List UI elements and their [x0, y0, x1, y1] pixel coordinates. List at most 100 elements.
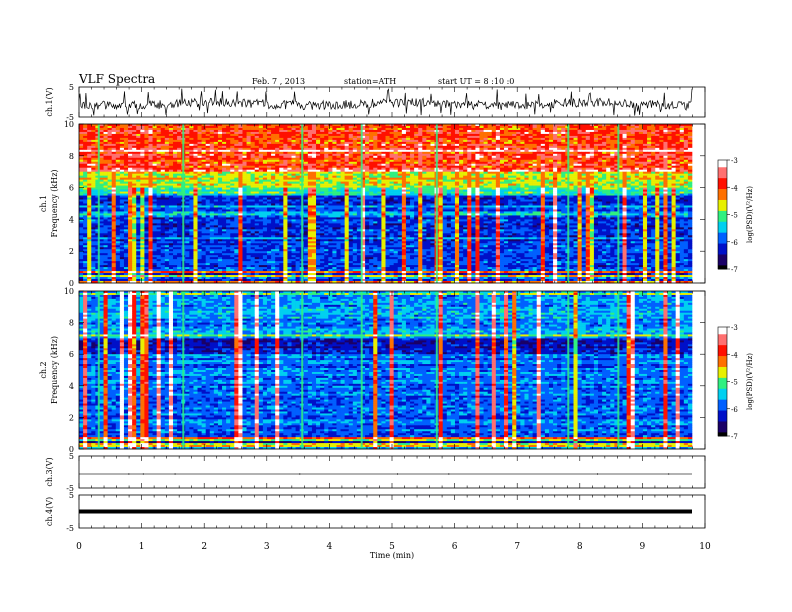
- spectrogram-cell: [369, 183, 374, 186]
- spectrogram-cell: [602, 133, 607, 137]
- spectrogram-cell: [303, 143, 309, 147]
- spectrogram-cell: [172, 189, 178, 192]
- spectrogram-cell: [618, 157, 623, 161]
- spectrogram-cell: [471, 169, 476, 172]
- spectrogram-cell: [283, 179, 288, 182]
- spectrogram-cell: [414, 181, 419, 184]
- spectrogram-cell: [79, 163, 84, 167]
- spectrogram-cell: [99, 185, 104, 188]
- spectrogram-cell: [475, 165, 480, 169]
- spectrogram-cell: [687, 131, 693, 135]
- spectrogram-cell: [651, 139, 656, 143]
- spectrogram-cell: [450, 145, 456, 149]
- spectrogram-cell: [397, 183, 403, 186]
- spectrogram-cell: [217, 127, 223, 131]
- spectrogram-cell: [246, 179, 251, 182]
- spectrogram-cell: [536, 129, 542, 133]
- spectrogram-cell: [442, 145, 448, 149]
- spectrogram-cell: [99, 163, 104, 167]
- spectrogram-cell: [336, 169, 341, 172]
- spectrogram-cell: [422, 159, 427, 163]
- spectrogram-cell: [83, 159, 88, 163]
- spectrogram-cell: [381, 131, 386, 135]
- spectrogram-cell: [569, 159, 574, 163]
- spectrogram-cell: [279, 181, 284, 184]
- spectrogram-cell: [418, 165, 423, 169]
- spectrogram-cell: [438, 161, 444, 165]
- spectrogram-cell: [242, 133, 247, 137]
- spectrogram-cell: [430, 183, 435, 186]
- spectrogram-cell: [115, 153, 121, 157]
- spectrogram-cell: [87, 187, 92, 190]
- spectrogram-cell: [471, 173, 476, 176]
- spectrogram-cell: [103, 153, 108, 157]
- spectrogram-cell: [115, 139, 121, 143]
- spectrogram-cell: [642, 157, 648, 161]
- spectrogram-cell: [557, 187, 562, 190]
- spectrogram-cell: [528, 155, 533, 159]
- spectrogram-cell: [483, 131, 488, 135]
- spectrogram-cell: [512, 135, 517, 139]
- spectrogram-cell: [123, 129, 129, 133]
- spectrogram-cell: [111, 135, 117, 139]
- spectrogram-cell: [577, 161, 582, 165]
- spectrogram-cell: [606, 159, 611, 163]
- spectrogram-cell: [87, 171, 92, 174]
- spectrogram-cell: [197, 131, 202, 135]
- spectrogram-cell: [311, 145, 317, 149]
- spectrogram-cell: [512, 153, 517, 157]
- spectrogram-cell: [459, 149, 464, 153]
- spectrogram-cell: [266, 179, 272, 182]
- spectrogram-cell: [123, 127, 129, 131]
- spectrogram-cell: [271, 167, 276, 171]
- spectrogram-cell: [320, 179, 325, 182]
- spectrogram-cell: [172, 179, 178, 182]
- spectrogram-cell: [189, 141, 194, 145]
- spectrogram-cell: [87, 135, 92, 139]
- spectrogram-cell: [189, 157, 194, 161]
- spectrogram-cell: [303, 125, 309, 129]
- spectrogram-cell: [638, 151, 644, 155]
- spectrogram-cell: [459, 167, 464, 171]
- spectrogram-cell: [532, 139, 538, 143]
- spectrogram-cell: [418, 173, 423, 176]
- spectrogram-cell: [123, 185, 129, 188]
- spectrogram-cell: [217, 167, 223, 171]
- spectrogram-cell: [561, 145, 566, 149]
- spectrogram-cell: [320, 125, 325, 129]
- spectrogram-cell: [132, 139, 137, 143]
- spectrogram-cell: [618, 133, 623, 137]
- spectrogram-cell: [340, 149, 345, 153]
- spectrogram-cell: [258, 125, 264, 129]
- spectrogram-cell: [234, 173, 239, 176]
- spectrogram-cell: [516, 147, 521, 151]
- spectrogram-cell: [638, 187, 644, 190]
- spectrogram-cell: [520, 171, 525, 174]
- spectrogram-cell: [663, 124, 668, 127]
- spectrogram-cell: [164, 171, 170, 174]
- spectrogram-cell: [573, 185, 578, 188]
- spectrogram-cell: [540, 167, 546, 171]
- spectrogram-cell: [589, 145, 595, 149]
- spectrogram-cell: [209, 163, 215, 167]
- spectrogram-cell: [553, 147, 558, 151]
- spectrogram-cell: [516, 183, 521, 186]
- spectrogram-cell: [401, 147, 407, 151]
- spectrogram-cell: [410, 124, 415, 127]
- spectrogram-cell: [91, 161, 96, 165]
- spectrogram-cell: [671, 181, 676, 184]
- spectrogram-cell: [687, 145, 693, 149]
- spectrogram-cell: [499, 125, 505, 129]
- spectrogram-cell: [569, 153, 574, 157]
- spectrogram-cell: [83, 181, 88, 184]
- spectrogram-cell: [287, 149, 292, 153]
- spectrogram-cell: [532, 163, 538, 167]
- spectrogram-cell: [598, 185, 603, 188]
- spectrogram-cell: [606, 147, 611, 151]
- spectrogram-cell: [418, 135, 423, 139]
- spectrogram-cell: [598, 167, 603, 171]
- spectrogram-cell: [683, 169, 689, 172]
- spectrogram-cell: [287, 145, 292, 149]
- spectrogram-cell: [258, 181, 264, 184]
- spectrogram-cell: [332, 165, 337, 169]
